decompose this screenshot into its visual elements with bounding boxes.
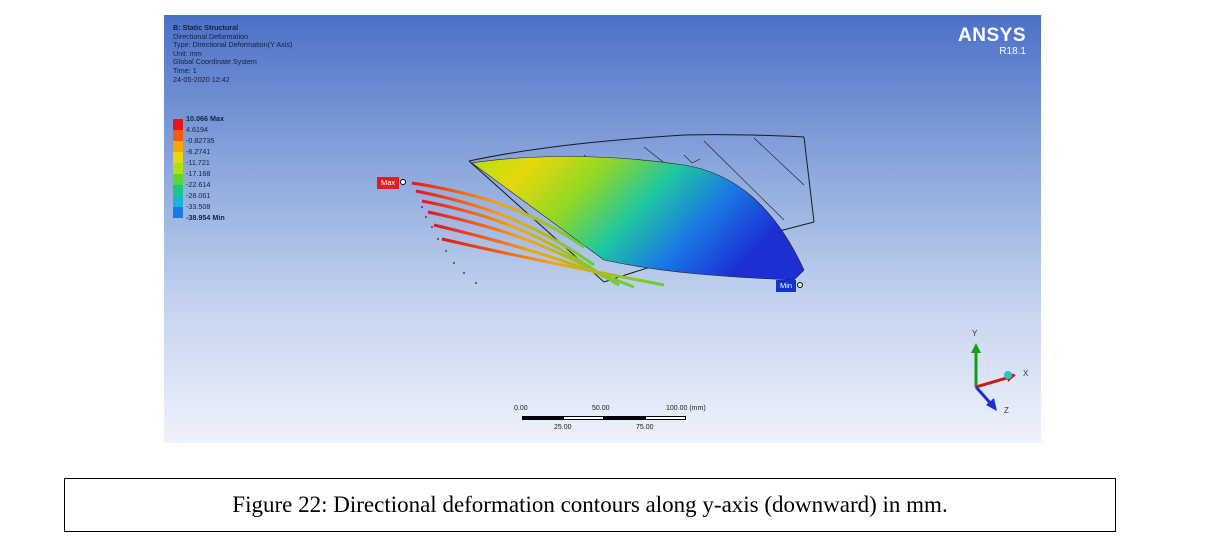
triad-x-label: X bbox=[1023, 369, 1029, 378]
legend-swatch bbox=[173, 207, 183, 218]
legend-swatch bbox=[173, 174, 183, 185]
legend-label: 4.6194 bbox=[186, 125, 208, 134]
triad-y-label: Y bbox=[972, 329, 978, 338]
result-date: 24-05-2020 12:42 bbox=[173, 74, 230, 84]
legend-label: -22.614 bbox=[186, 180, 211, 189]
probe-pin-icon bbox=[400, 179, 407, 185]
coordinate-system: Global Coordinate System bbox=[173, 57, 257, 67]
figure-caption-box: Figure 22: Directional deformation conto… bbox=[64, 478, 1116, 532]
probe-leaders bbox=[421, 206, 477, 284]
coordinate-triad[interactable]: Y X Z bbox=[954, 329, 1034, 425]
scale-label: 50.00 bbox=[592, 405, 610, 412]
scale-segment bbox=[522, 416, 563, 420]
legend-swatch bbox=[173, 130, 183, 141]
legend-swatch bbox=[173, 141, 183, 152]
graphics-viewport[interactable]: B: Static Structural Directional Deforma… bbox=[164, 15, 1041, 443]
scale-label: 0.00 bbox=[514, 405, 528, 412]
result-time: Time: 1 bbox=[173, 65, 197, 75]
scale-segment bbox=[604, 416, 645, 420]
ansys-logo: ANSYS R18.1 bbox=[958, 25, 1026, 58]
figure-caption: Figure 22: Directional deformation conto… bbox=[232, 492, 948, 517]
max-probe-tag[interactable]: Max bbox=[377, 177, 407, 189]
result-info-block: B: Static Structural Directional Deforma… bbox=[173, 23, 293, 84]
legend-min-label: -38.954 Min bbox=[186, 213, 225, 222]
max-probe-label: Max bbox=[381, 178, 396, 187]
deformed-model[interactable] bbox=[164, 15, 1041, 443]
legend-label: -0.82735 bbox=[186, 136, 215, 145]
legend-label: -17.168 bbox=[186, 169, 211, 178]
result-type: Type: Directional Deformation(Y Axis) bbox=[173, 40, 293, 50]
scale-label: 75.00 bbox=[636, 424, 654, 431]
scale-label: 25.00 bbox=[554, 424, 572, 431]
legend-label: -28.061 bbox=[186, 191, 211, 200]
probe-pin-icon bbox=[797, 282, 804, 288]
result-name: Directional Deformation bbox=[173, 31, 249, 41]
legend-label: -33.508 bbox=[186, 202, 211, 211]
scale-label: 100.00 (mm) bbox=[666, 405, 706, 412]
legend-swatch bbox=[173, 196, 183, 207]
legend-swatch bbox=[173, 163, 183, 174]
scale-ruler: 0.00 50.00 100.00 (mm) 25.00 75.00 bbox=[514, 405, 706, 443]
min-probe-tag[interactable]: Min bbox=[776, 280, 804, 292]
legend-swatch bbox=[173, 119, 183, 130]
min-probe-label: Min bbox=[780, 281, 793, 290]
legend-swatch bbox=[173, 185, 183, 196]
scale-segment bbox=[645, 416, 686, 420]
logo-version: R18.1 bbox=[999, 46, 1026, 57]
legend-label: -11.721 bbox=[186, 158, 210, 167]
analysis-title: B: Static Structural bbox=[173, 23, 239, 32]
stringers bbox=[411, 181, 665, 289]
legend-swatch bbox=[173, 152, 183, 163]
legend-max-label: 10.066 Max bbox=[186, 114, 224, 123]
result-unit: Unit: mm bbox=[173, 48, 202, 58]
scale-segment bbox=[563, 416, 604, 420]
legend-label: -6.2741 bbox=[186, 147, 211, 156]
contour-legend[interactable]: 10.066 Max 4.6194 -0.82735 -6.2741 -11.7… bbox=[173, 115, 263, 241]
logo-brand: ANSYS bbox=[958, 25, 1026, 46]
triad-z-label: Z bbox=[1004, 406, 1009, 415]
deformed-plate bbox=[471, 156, 805, 281]
